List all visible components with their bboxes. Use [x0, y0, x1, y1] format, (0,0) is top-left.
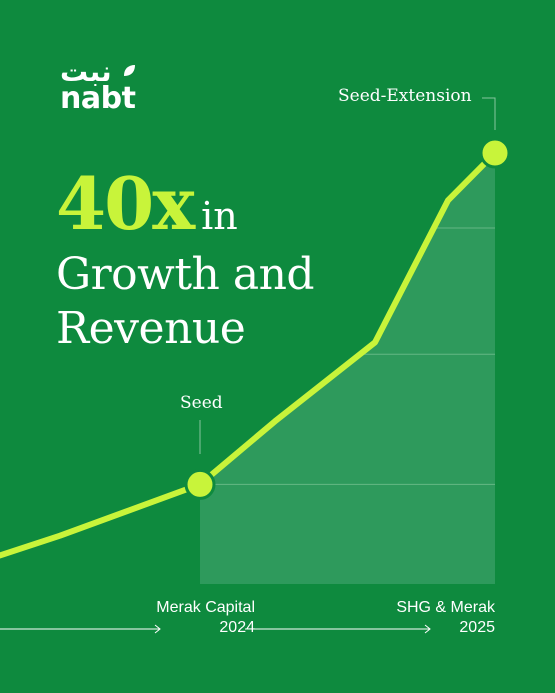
- leaf-icon: [124, 65, 135, 76]
- milestone-year: 2024: [219, 619, 255, 636]
- milestone-investor: Merak Capital: [156, 599, 255, 616]
- arrowhead-icon: [424, 624, 431, 634]
- chart-line: [0, 150, 498, 559]
- arrowhead-icon: [154, 624, 161, 634]
- milestone-year: 2025: [459, 619, 495, 636]
- headline-line-revenue: Revenue: [56, 303, 246, 354]
- nabt-logo: نبت nabt: [60, 58, 140, 120]
- seed-label: Seed: [180, 393, 223, 413]
- headline-line-growth: Growth and: [56, 249, 315, 300]
- headline-in: in: [201, 194, 238, 238]
- milestone-investor: SHG & Merak: [396, 599, 495, 616]
- milestone-2024: Merak Capital 2024: [156, 598, 255, 638]
- seed-extension-marker: [479, 137, 511, 169]
- headline-multiplier: 40x: [56, 161, 195, 246]
- seed-extension-leader-line: [482, 97, 496, 130]
- seed-marker: [184, 468, 216, 500]
- logo-english-wordmark: nabt: [60, 81, 136, 116]
- seed-extension-label: Seed-Extension: [338, 86, 472, 106]
- logo-arabic-wordmark: نبت: [60, 55, 112, 88]
- headline: 40x in Growth and Revenue: [56, 161, 315, 356]
- milestone-2025: SHG & Merak 2025: [396, 598, 495, 638]
- chart-area: [200, 153, 495, 584]
